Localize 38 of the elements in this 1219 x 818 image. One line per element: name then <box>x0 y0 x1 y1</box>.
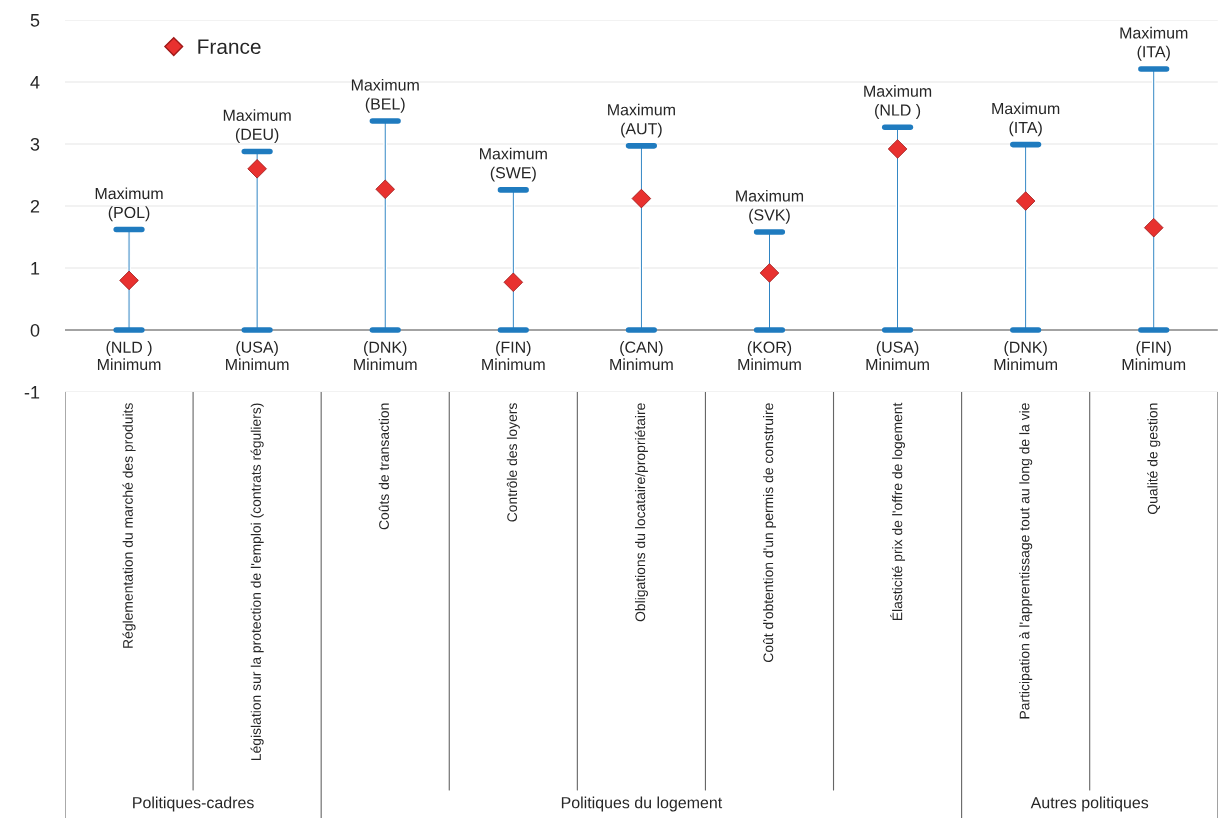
annotation: (NLD ) Minimum <box>97 341 161 371</box>
annotation: (KOR) Minimum <box>738 341 801 371</box>
annotation: Maximum (SWE) <box>480 147 547 182</box>
x-tick-label: Coûts de transaction <box>378 403 389 530</box>
x-tick-label: Réglementation du marché des produits <box>122 403 136 648</box>
annotation: Maximum (ITA) <box>992 102 1060 137</box>
x-tick-label: Qualité de gestion <box>1147 403 1161 514</box>
x-tick-label: Législation sur la protection de l'emploi (contrats réguliers) <box>250 403 264 761</box>
text: Autres politiques <box>1030 796 1149 812</box>
annotation: Maximum (SVK) <box>736 189 804 224</box>
text: Politiques-cadres <box>133 796 254 812</box>
annotation: (USA) Minimum <box>226 341 289 371</box>
text: Politiques du logement <box>561 796 723 812</box>
annotation: (FIN) Minimum <box>1122 341 1186 371</box>
annotation: (DNK) Minimum <box>354 341 417 371</box>
y-tick-label: 5 <box>30 14 40 27</box>
y-tick-label: 4 <box>30 76 40 89</box>
x-tick-label: Contrôle des loyers <box>506 403 520 522</box>
y-tick-label: -1 <box>24 386 40 399</box>
y-tick-label: 1 <box>31 262 40 275</box>
x-tick-label: Élasticité prix de l'offre de logement <box>890 402 906 621</box>
annotation: (CAN) Minimum <box>610 341 673 371</box>
annotation: Maximum (BEL) <box>351 78 419 113</box>
annotation: Maximum (POL) <box>95 187 163 222</box>
annotation: (DNK) Minimum <box>994 341 1057 371</box>
x-tick-label: Obligations du locataire/propriétaire <box>634 403 648 622</box>
y-tick-label: 0 <box>30 323 40 337</box>
annotation: Maximum (ITA) <box>1120 26 1188 61</box>
x-tick-label: Coût d'obtention d'un permis de construire <box>762 403 776 663</box>
legend-label: France <box>198 39 261 55</box>
y-tick-label: 3 <box>30 137 40 151</box>
y-tick-label: 2 <box>30 199 40 213</box>
annotation: Maximum (DEU) <box>223 109 291 144</box>
annotation: (FIN) Minimum <box>482 341 545 371</box>
annotation: Maximum (AUT) <box>608 103 675 138</box>
x-tick-label: Participation à l'apprentissage tout au long de la vie <box>1019 403 1033 719</box>
annotation: (USA) Minimum <box>866 341 929 371</box>
annotation: Maximum (NLD ) <box>864 85 932 119</box>
